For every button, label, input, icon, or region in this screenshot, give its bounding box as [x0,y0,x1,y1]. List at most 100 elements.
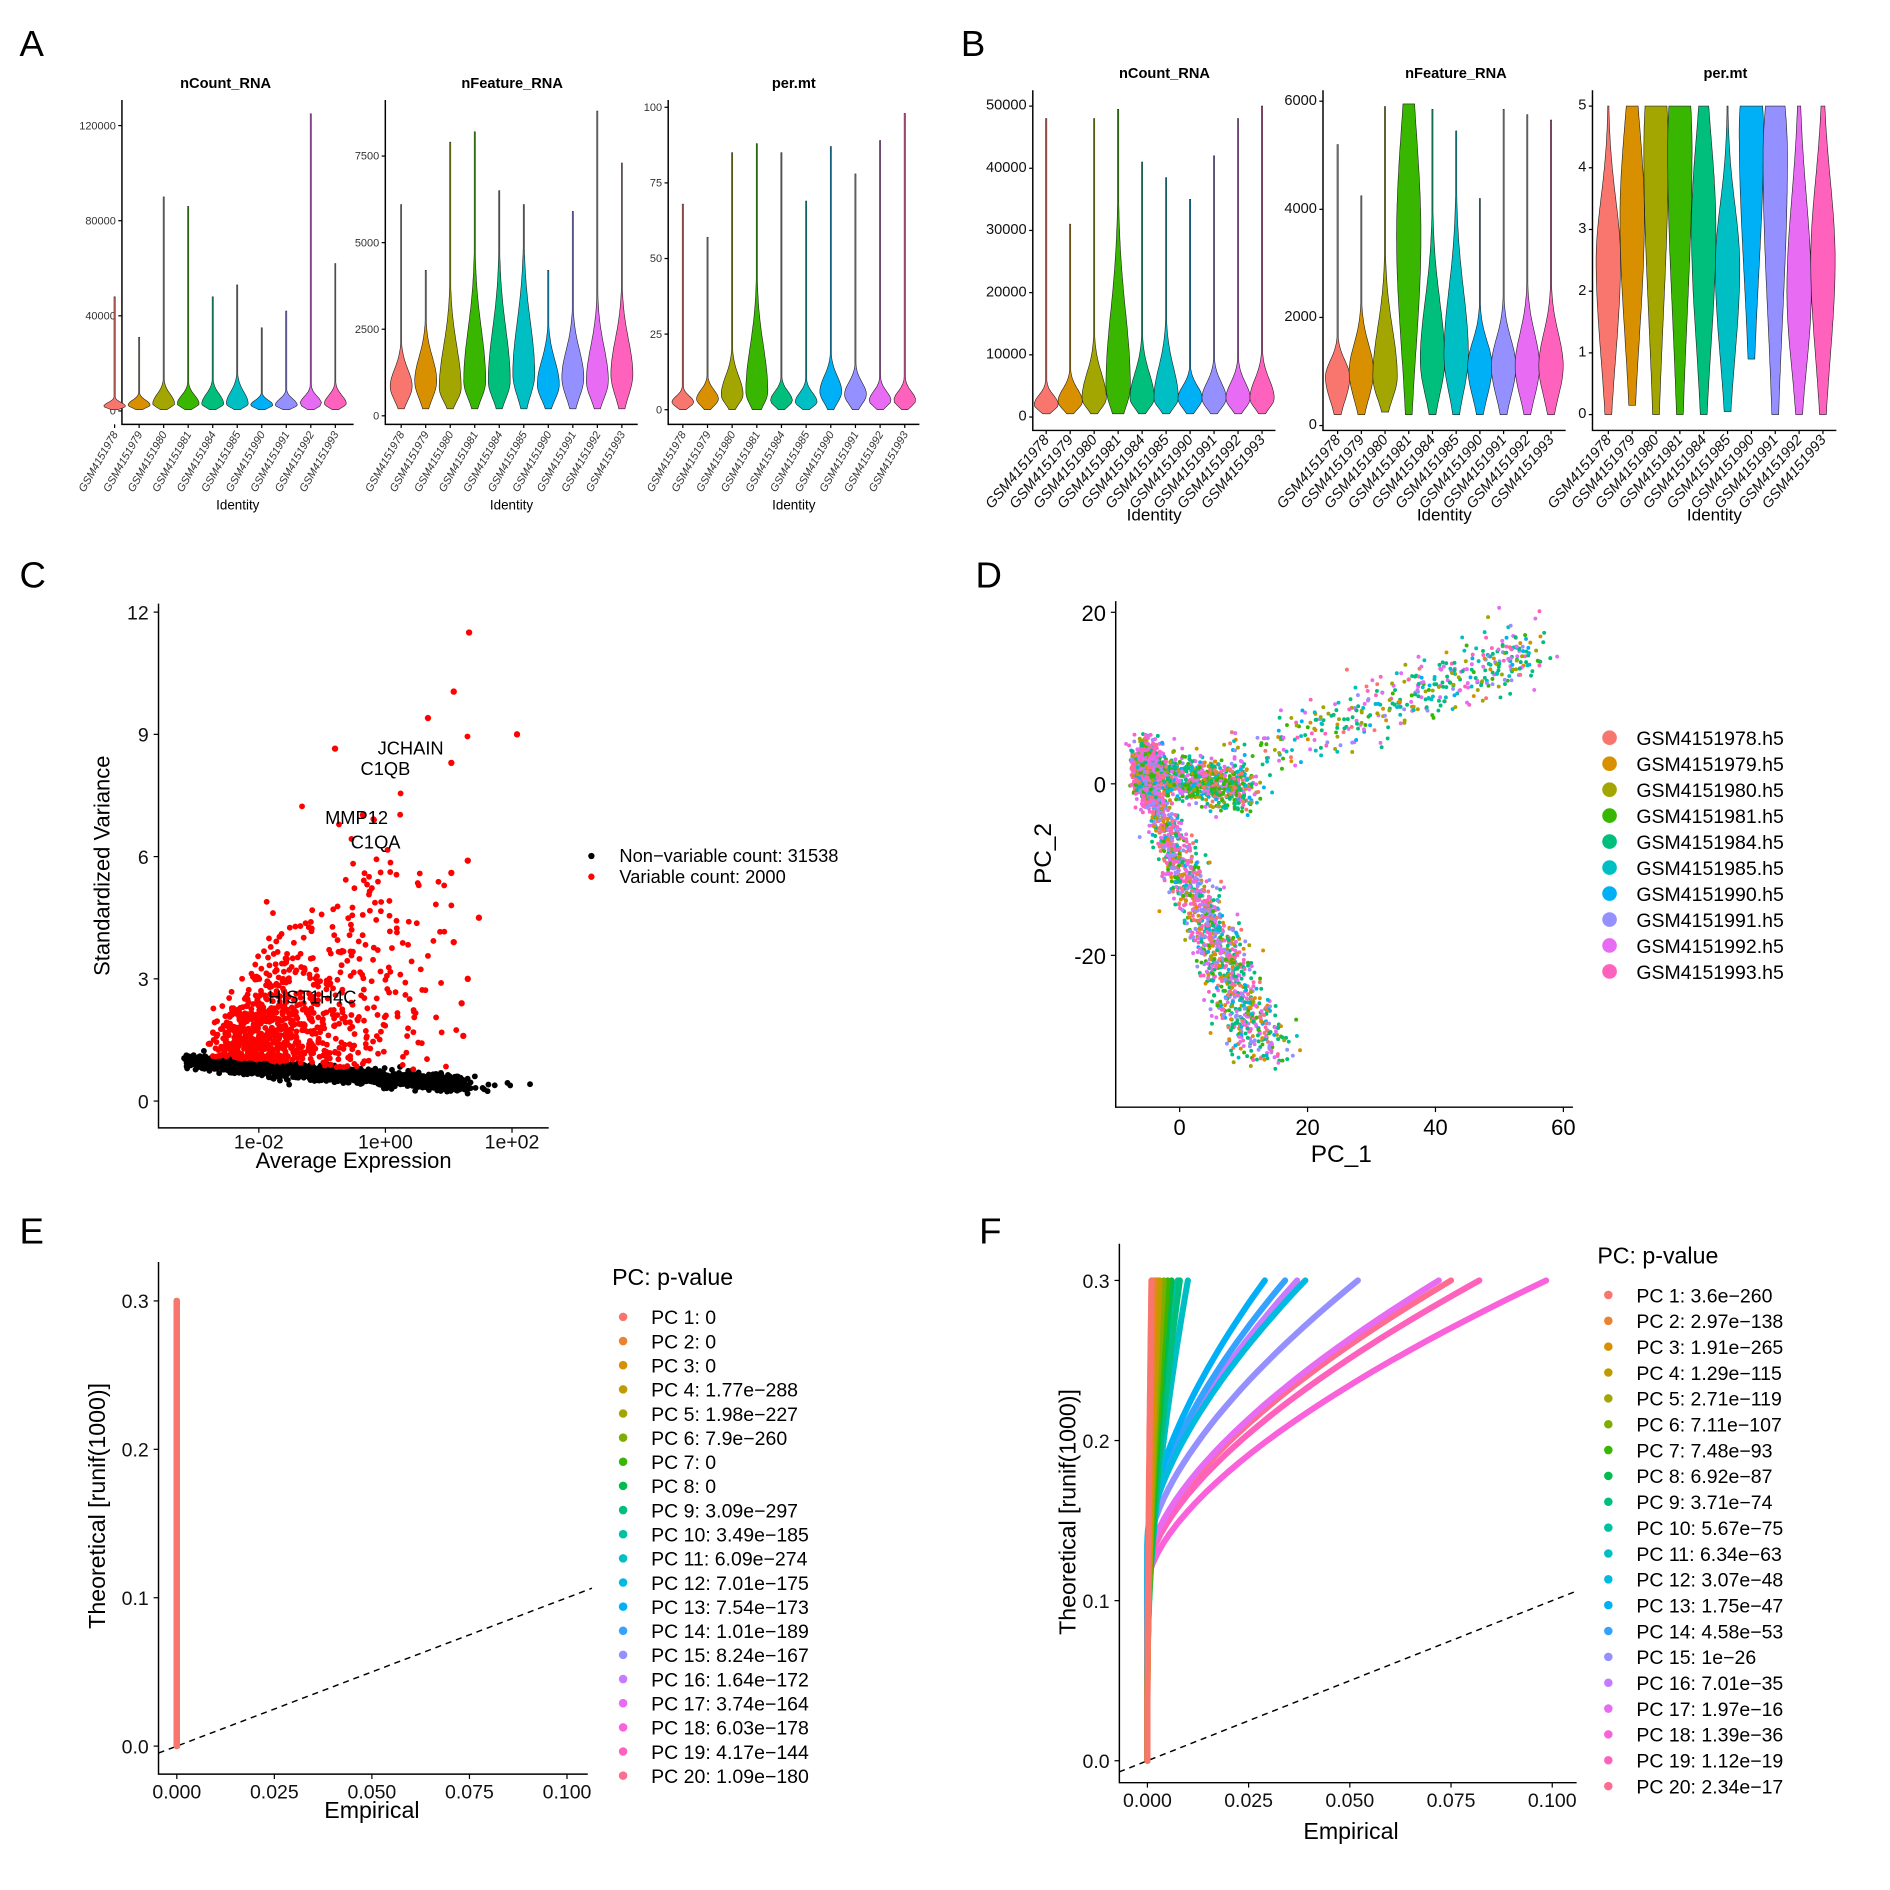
y-tick-label: 0 [656,404,662,416]
cell-point [1289,715,1294,720]
variable-point [362,941,369,948]
variable-point [281,1006,288,1013]
variable-point [460,1032,467,1040]
legend-dot [588,852,595,860]
cell-point [1345,717,1350,722]
variable-point [475,914,483,921]
non-variable-point [317,1065,324,1072]
non-variable-point [200,1047,207,1054]
cell-point [1476,659,1481,664]
violin-GSM4151985 [1715,105,1741,412]
violin-GSM4151978 [103,296,126,411]
cell-point [1223,773,1228,778]
cell-point [1202,763,1207,768]
cell-point [1277,715,1282,720]
cell-point [1365,688,1370,693]
variable-point [361,1017,367,1024]
variable-point [217,1026,224,1033]
non-variable-point [415,1070,422,1077]
variable-point [458,1000,465,1007]
variable-point [341,1041,348,1048]
cell-point [1216,762,1221,766]
violin-GSM4151978 [1595,105,1621,415]
non-variable-point [298,1070,305,1077]
x-tick-label: 60 [1551,1115,1575,1140]
variable-point [326,975,333,982]
y-tick-label: 2 [1578,283,1586,299]
non-variable-point [247,1061,254,1068]
cell-point [1247,787,1252,792]
x-tick-label: 0 [1174,1115,1186,1140]
non-variable-point [286,1081,293,1088]
variable-point [364,1005,371,1012]
variable-point [289,1009,296,1016]
variable-point [330,906,337,913]
variable-point [441,882,448,889]
variable-point [266,962,273,969]
variable-point [341,1013,348,1020]
cell-point [1132,732,1137,737]
cell-point [1132,767,1137,772]
cell-point [1204,773,1209,778]
violin-facet: nCount_RNA01000020000300004000050000GSM4… [983,66,1276,525]
violin-GSM4151992 [1514,114,1540,416]
variable-point [465,629,473,636]
facet-title: nCount_RNA [1119,66,1210,82]
variable-point [357,969,364,976]
variable-point [373,916,380,923]
non-variable-point [454,1081,461,1088]
non-variable-point [209,1058,216,1065]
variable-point [285,1015,292,1021]
cell-point [1137,754,1141,759]
cell-point [1217,804,1222,809]
variable-point [387,859,394,866]
variable-point [373,856,380,863]
x-axis-label: Identity [216,498,260,513]
violin-GSM4151979 [1348,195,1374,416]
cell-point [1187,802,1192,807]
cell-point [1141,756,1146,761]
y-tick-label: 5000 [355,237,379,249]
cell-point [1204,797,1209,802]
cell-point [1154,755,1159,760]
violin-GSM4151991 [844,173,867,411]
cell-point [1249,800,1253,805]
non-variable-point [316,1077,323,1084]
variable-point [265,954,271,961]
legend-dot [588,873,595,880]
cell-point [1240,795,1245,800]
cell-point [1143,760,1148,765]
cell-point [1194,801,1199,806]
cell-point [1500,642,1505,647]
cell-point [1508,691,1513,696]
y-tick-label: 1 [1578,345,1586,361]
cell-point [1390,691,1395,696]
cell-point [1240,809,1244,814]
cell-point [1194,778,1199,783]
variable-point [346,1041,353,1048]
cell-point [1375,711,1380,716]
cell-point [1368,713,1373,718]
cell-point [1542,630,1547,635]
y-tick-label: 100 [644,102,662,114]
variable-point [228,988,235,995]
variable-point [275,974,282,981]
cell-point [1501,658,1506,663]
variable-point [386,928,393,935]
cell-point [1148,783,1152,788]
cell-point [1254,782,1259,787]
variable-point [304,1028,311,1035]
violin-facet: nFeature_RNA0200040006000GSM4151978GSM41… [1274,66,1566,525]
violin-GSM4151991 [275,310,298,411]
axis-lines [667,99,920,426]
cell-point [1451,686,1455,691]
cell-point [1179,789,1184,794]
non-variable-point [437,1082,444,1089]
violin-GSM4151991 [1762,105,1788,415]
variable-point [380,1021,387,1028]
x-tick-label: 1e-02 [234,1132,284,1154]
variable-point [403,1049,410,1056]
y-tick-label: 0 [373,410,379,422]
cell-point [1261,785,1266,790]
cell-point [1344,667,1349,672]
